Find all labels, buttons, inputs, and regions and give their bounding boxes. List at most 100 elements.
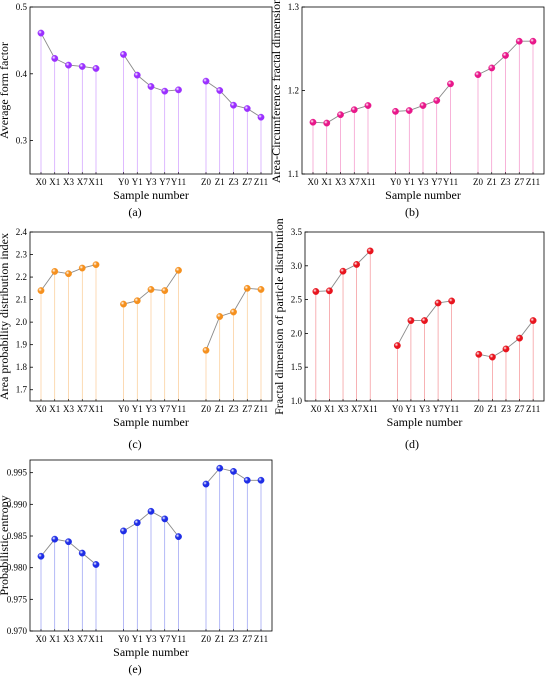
x-tick-label: Z7: [514, 177, 524, 187]
x-tick-label: Z7: [242, 177, 252, 187]
x-tick-label: Y11: [171, 634, 186, 644]
data-point: [216, 87, 224, 94]
data-point: [339, 267, 347, 275]
x-tick-label: X1: [321, 177, 332, 187]
data-point: [419, 102, 427, 109]
data-point: [175, 266, 182, 274]
x-tick-label: Z11: [526, 404, 540, 414]
data-point: [202, 346, 210, 354]
x-tick-label: X7: [77, 177, 88, 187]
x-tick-label: Y11: [171, 404, 186, 414]
x-tick-label: Y1: [132, 404, 143, 414]
y-tick-label: 0.5: [16, 2, 28, 12]
x-tick-label: X11: [88, 634, 103, 644]
x-tick-label: X0: [36, 177, 47, 187]
data-point: [78, 264, 86, 272]
x-tick-label: Z7: [242, 404, 252, 414]
x-tick-label: Y7: [159, 177, 170, 187]
data-point: [326, 287, 333, 295]
y-tick-label: 0.975: [7, 594, 28, 604]
data-point: [230, 467, 237, 475]
x-tick-label: Y7: [431, 177, 442, 187]
data-point: [92, 561, 100, 568]
data-point: [405, 107, 413, 114]
x-tick-label: Z7: [242, 634, 252, 644]
data-point: [257, 476, 265, 484]
x-tick-label: X0: [36, 404, 47, 414]
panel-label: (e): [128, 662, 141, 676]
x-tick-label: Z1: [487, 177, 497, 187]
data-point: [448, 297, 456, 305]
data-point: [120, 527, 127, 535]
data-point: [161, 287, 169, 294]
x-tick-label: X7: [77, 634, 88, 644]
data-point: [350, 106, 358, 114]
y-tick-label: 2.0: [16, 317, 28, 327]
x-tick-label: Y11: [443, 177, 458, 187]
x-tick-label: Y3: [419, 404, 430, 414]
x-tick-label: X0: [310, 404, 321, 414]
data-point: [51, 268, 59, 275]
data-point: [434, 299, 442, 307]
y-tick-label: 0.985: [7, 531, 28, 541]
chart-panel-c: 1.7 1.8 1.9 2.0 2.1 2.2 2.3 2.4 Area probability…: [0, 227, 273, 451]
data-point: [312, 288, 320, 295]
data-point: [488, 64, 496, 72]
data-point: [515, 37, 523, 45]
panel-label: (d): [405, 437, 419, 451]
data-point: [323, 119, 331, 127]
y-tick-label: 2.0: [291, 328, 303, 338]
y-tick-label: 1.9: [16, 340, 28, 350]
data-point: [202, 480, 210, 488]
x-tick-label: X3: [338, 404, 349, 414]
data-point: [216, 313, 224, 320]
x-tick-label: Y0: [392, 404, 403, 414]
y-tick-label: 2.3: [16, 250, 28, 260]
data-point: [92, 65, 100, 72]
y-axis-title: Average form factor: [0, 42, 11, 139]
data-point: [393, 342, 401, 349]
x-tick-label: X7: [349, 177, 360, 187]
y-axis-title: Area probability distribution index: [0, 233, 11, 400]
x-tick-label: X11: [88, 177, 103, 187]
x-axis-title: Sample number: [385, 188, 461, 202]
data-point: [502, 345, 510, 353]
data-point: [529, 37, 537, 45]
data-point: [92, 261, 100, 269]
y-tick-label: 1.5: [291, 362, 303, 372]
data-point: [175, 533, 182, 541]
data-point: [120, 300, 127, 308]
x-tick-label: Z0: [201, 177, 211, 187]
data-point: [447, 80, 454, 88]
x-tick-label: Z3: [229, 177, 239, 187]
data-point: [309, 118, 317, 126]
x-tick-label: Z3: [229, 634, 239, 644]
data-point: [133, 297, 141, 305]
x-tick-label: Z7: [515, 404, 525, 414]
y-tick-label: 0.980: [7, 563, 28, 573]
y-tick-label: 3.5: [291, 227, 303, 237]
panel-label: (a): [128, 205, 141, 219]
y-tick-label: 1.8: [16, 362, 28, 372]
x-tick-label: Z1: [215, 404, 225, 414]
x-axis-title: Sample number: [387, 415, 463, 429]
x-tick-label: Z11: [254, 634, 268, 644]
x-tick-label: Y3: [418, 177, 429, 187]
panel-label: (b): [405, 205, 419, 219]
x-tick-label: X7: [351, 404, 362, 414]
data-point: [243, 284, 251, 292]
data-point: [161, 87, 169, 95]
data-point: [392, 107, 399, 115]
y-tick-label: 1.0: [291, 396, 303, 406]
x-tick-label: Z11: [254, 177, 268, 187]
data-point: [65, 270, 72, 278]
data-point: [147, 286, 155, 293]
x-tick-label: Z0: [473, 177, 483, 187]
x-tick-label: X0: [308, 177, 319, 187]
x-tick-label: Z0: [201, 634, 211, 644]
y-tick-label: 2.1: [16, 295, 27, 305]
x-tick-label: Y3: [146, 634, 157, 644]
data-point: [37, 552, 45, 560]
x-tick-label: Y3: [146, 404, 157, 414]
